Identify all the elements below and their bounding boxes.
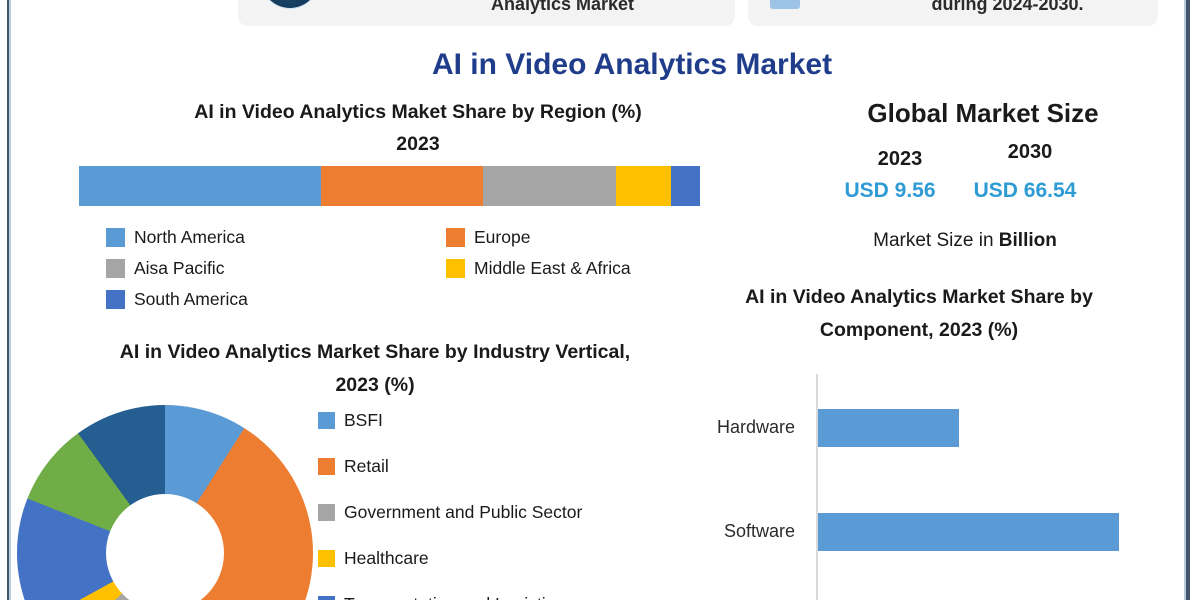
market-size-value-2030: USD 66.54	[973, 179, 1077, 202]
industry-donut-chart	[17, 405, 313, 600]
legend-item-north-america: North America	[106, 227, 446, 248]
region-segment-middle-east-africa	[616, 166, 671, 206]
retail-label: Retail	[344, 456, 389, 476]
region-segment-europe	[321, 166, 483, 206]
north-america-label: North America	[134, 227, 245, 247]
market-size-note: Market Size in Billion	[790, 230, 1140, 252]
aisa-pacific-label: Aisa Pacific	[134, 258, 225, 278]
europe-label: Europe	[474, 227, 531, 247]
region-chart-year: 2023	[396, 133, 440, 155]
sphere-logo-icon	[261, 0, 319, 8]
market-size-year-2023: 2023	[877, 148, 923, 170]
industry-legend: BSFI Retail Government and Public Sector He…	[318, 410, 582, 600]
region-stacked-bar	[79, 166, 700, 206]
legend-item-retail: Retail	[318, 456, 582, 477]
aisa-pacific-swatch-icon	[106, 259, 125, 278]
global-market-size-heading: Global Market Size	[867, 98, 1099, 128]
left-frame-border-inner	[9, 0, 11, 600]
region-segment-north-america	[79, 166, 322, 206]
south-america-swatch-icon	[106, 290, 125, 309]
right-frame-border-inner	[1184, 0, 1186, 600]
legend-item-healthcare: Healthcare	[318, 548, 582, 569]
legend-item-europe: Europe	[446, 227, 706, 248]
middle-east-africa-swatch-icon	[446, 259, 465, 278]
north-america-swatch-icon	[106, 228, 125, 247]
component-bar-software	[818, 513, 1119, 551]
component-bar-hardware	[818, 409, 959, 447]
market-size-value-2023: USD 9.56	[844, 179, 936, 202]
donut-hole	[106, 494, 224, 600]
bsfi-label: BSFI	[344, 410, 383, 430]
legend-item-bsfi: BSFI	[318, 410, 582, 431]
region-legend: North America Europe Aisa Pacific Middle Ea…	[106, 227, 706, 310]
legend-item-aisa-pacific: Aisa Pacific	[106, 258, 446, 279]
header-card-right	[748, 0, 1158, 26]
right-frame-border	[1186, 0, 1190, 600]
industry-chart-title: AI in Video Analytics Market Share by In…	[119, 341, 631, 396]
healthcare-label: Healthcare	[344, 548, 429, 568]
government-and-public-sector-label: Government and Public Sector	[344, 502, 583, 522]
region-segment-south-america	[670, 166, 700, 206]
government-and-public-sector-swatch-icon	[318, 504, 335, 521]
page-title: AI in Video Analytics Market	[431, 48, 833, 81]
component-chart-title: AI in Video Analytics Market Share by Co…	[745, 286, 1093, 341]
chart-chip-icon	[770, 0, 800, 9]
legend-item-government-and-public-sector: Government and Public Sector	[318, 502, 582, 523]
region-chart-title: AI in Video Analytics Maket Share by Reg…	[194, 101, 642, 123]
retail-swatch-icon	[318, 458, 335, 475]
header-left-label: Analytics Market	[490, 0, 635, 14]
bsfi-swatch-icon	[318, 412, 335, 429]
market-size-note-bold: Billion	[998, 230, 1057, 251]
middle-east-africa-label: Middle East & Africa	[474, 258, 631, 278]
transportation-and-logistics-swatch-icon	[318, 596, 335, 600]
component-label-hardware: Hardware	[716, 417, 795, 437]
header-right-label: during 2024-2030.	[931, 0, 1084, 14]
legend-item-south-america: South America	[106, 289, 446, 310]
legend-item-transportation-and-logistics: Transportation and Logistics	[318, 594, 582, 600]
region-segment-aisa-pacific	[482, 166, 617, 206]
component-label-software: Software	[723, 521, 795, 541]
market-size-note-regular: Market Size in	[873, 230, 999, 251]
healthcare-swatch-icon	[318, 550, 335, 567]
legend-item-middle-east-africa: Middle East & Africa	[446, 258, 706, 279]
left-frame-border	[7, 0, 9, 600]
transportation-and-logistics-label: Transportation and Logistics	[344, 594, 563, 600]
europe-swatch-icon	[446, 228, 465, 247]
south-america-label: South America	[134, 289, 248, 309]
market-size-year-2030: 2030	[1007, 141, 1053, 163]
component-chart-axis	[816, 374, 818, 600]
header-card-left	[238, 0, 735, 26]
